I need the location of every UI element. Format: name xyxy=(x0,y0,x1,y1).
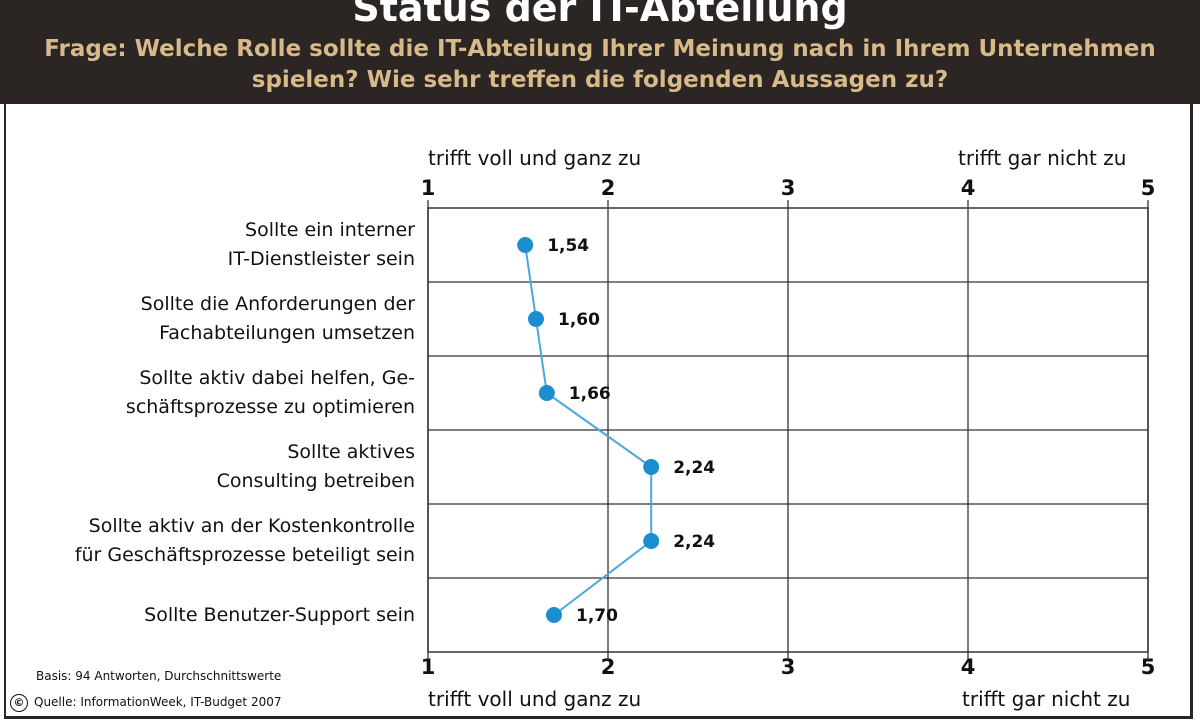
category-label: Sollte die Anforderungen der Fachabteilun… xyxy=(15,290,415,348)
scale-left-label-top: trifft voll und ganz zu xyxy=(428,146,642,170)
category-label: Sollte aktives Consulting betreiben xyxy=(15,438,415,496)
data-label: 2,24 xyxy=(673,458,715,478)
category-label-line: Sollte die Anforderungen der xyxy=(140,293,415,315)
data-point xyxy=(643,459,660,475)
chart-header: Status der IT-Abteilung Frage: Welche Ro… xyxy=(0,0,1200,104)
category-label-line: für Geschäftsprozesse beteiligt sein xyxy=(74,544,415,566)
tick-label-bottom: 5 xyxy=(1140,655,1156,679)
category-label: Sollte aktiv dabei helfen, Ge-schäftspro… xyxy=(15,364,415,422)
footer-basis: Basis: 94 Antworten, Durchschnittswerte xyxy=(36,669,282,683)
category-label-line: Sollte aktiv dabei helfen, Ge- xyxy=(139,367,415,389)
tick-label-bottom: 2 xyxy=(600,655,616,679)
scale-right-label-bottom: trifft gar nicht zu xyxy=(962,687,1131,711)
tick-label-bottom: 4 xyxy=(960,655,976,679)
category-label-line: Sollte Benutzer-Support sein xyxy=(144,603,415,626)
chart-title: Status der IT-Abteilung xyxy=(352,0,848,30)
tick-label-top: 4 xyxy=(960,176,976,200)
data-point xyxy=(528,311,544,327)
data-label: 1,54 xyxy=(547,236,589,256)
scale-right-label-top: trifft gar nicht zu xyxy=(958,146,1127,170)
tick-label-top: 5 xyxy=(1140,176,1156,200)
footer-source: Quelle: InformationWeek, IT-Budget 2007 xyxy=(34,695,282,709)
scale-left-label-bottom: trifft voll und ganz zu xyxy=(428,687,642,711)
category-label-line: Sollte aktives xyxy=(287,441,415,463)
data-point xyxy=(517,237,534,253)
category-label: Sollte aktiv an der Kostenkontrolle für G… xyxy=(15,512,415,570)
copyright-icon: © xyxy=(10,694,28,712)
tick-label-bottom: 1 xyxy=(420,655,436,679)
category-label: Sollte ein interner IT-Dienstleister sein xyxy=(15,216,415,274)
data-point xyxy=(546,607,562,623)
data-label: 1,70 xyxy=(576,606,618,626)
category-label-line: Sollte aktiv an der Kostenkontrolle xyxy=(88,515,415,537)
tick-label-bottom: 3 xyxy=(780,655,796,679)
category-label: Sollte Benutzer-Support sein xyxy=(15,601,415,630)
data-point xyxy=(538,385,555,401)
tick-label-top: 1 xyxy=(420,176,436,200)
data-label: 1,66 xyxy=(569,384,611,404)
question-line-1: Frage: Welche Rolle sollte die IT-Abteil… xyxy=(44,36,1156,62)
data-label: 2,24 xyxy=(673,532,715,552)
category-label-line: Sollte ein interner xyxy=(245,219,415,241)
tick-label-top: 3 xyxy=(780,176,796,200)
category-label-line: schäftsprozesse zu optimieren xyxy=(125,396,415,418)
data-label: 1,60 xyxy=(558,310,600,330)
tick-label-top: 2 xyxy=(600,176,616,200)
category-label-line: Consulting betreiben xyxy=(216,470,415,492)
chart-frame xyxy=(4,104,1193,719)
data-point xyxy=(643,533,660,549)
series-line xyxy=(524,244,653,616)
category-label-line: Fachabteilungen umsetzen xyxy=(159,322,415,344)
question-line-2: spielen? Wie sehr treffen die folgenden … xyxy=(251,67,949,93)
category-label-line: IT-Dienstleister sein xyxy=(227,248,415,270)
